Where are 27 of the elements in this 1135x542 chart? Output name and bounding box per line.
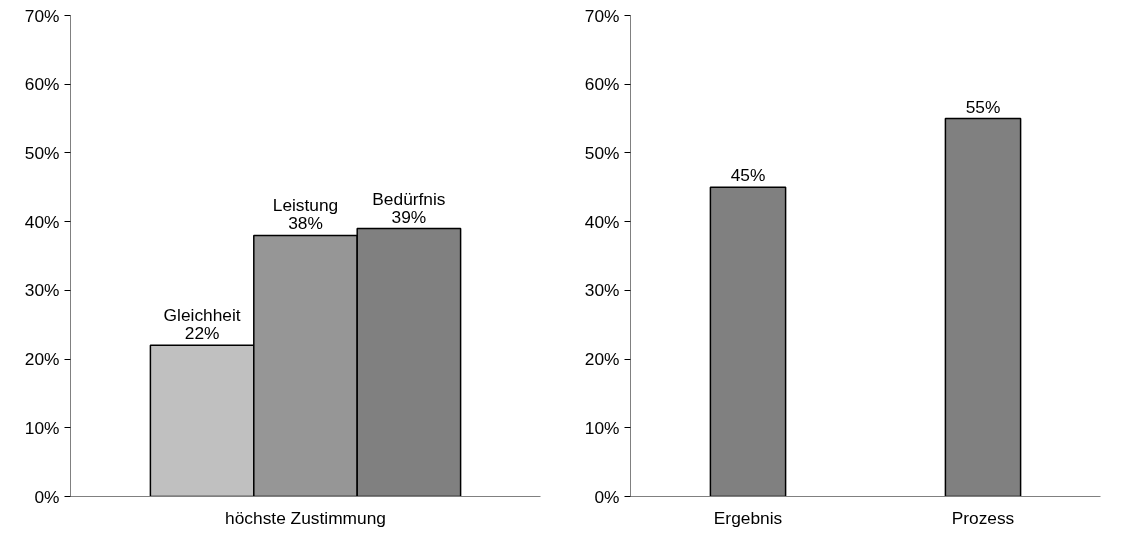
y-tick-label: 40% — [24, 211, 60, 232]
y-tick-label: 40% — [584, 211, 620, 232]
y-tick-label: 0% — [594, 486, 620, 507]
y-tick-label: 60% — [584, 74, 620, 95]
y-tick-label: 10% — [584, 417, 620, 438]
data-label: 22% — [184, 323, 220, 344]
y-tick-label: 0% — [34, 486, 60, 507]
y-tick-label: 30% — [584, 280, 620, 301]
data-label: 45% — [730, 165, 766, 186]
x-tick-label: Prozess — [951, 507, 1015, 528]
x-tick-label: Ergebnis — [713, 507, 783, 528]
y-tick-label: 50% — [24, 142, 60, 163]
series-label: Bedürfnis — [372, 188, 446, 209]
y-tick-label: 20% — [24, 349, 60, 370]
x-tick-label: höchste Zustimmung — [225, 507, 386, 528]
data-label: 55% — [965, 96, 1001, 117]
data-label: 39% — [391, 206, 427, 227]
series-label: Gleichheit — [163, 305, 241, 326]
y-tick-label: 20% — [584, 349, 620, 370]
y-tick-label: 30% — [24, 280, 60, 301]
series-label: Leistung — [272, 195, 339, 216]
y-tick-label: 60% — [24, 74, 60, 95]
y-tick-label: 50% — [584, 142, 620, 163]
y-tick-label: 70% — [24, 5, 60, 26]
data-label: 38% — [288, 213, 323, 234]
y-tick-label: 10% — [24, 417, 60, 438]
y-tick-label: 70% — [584, 5, 620, 26]
